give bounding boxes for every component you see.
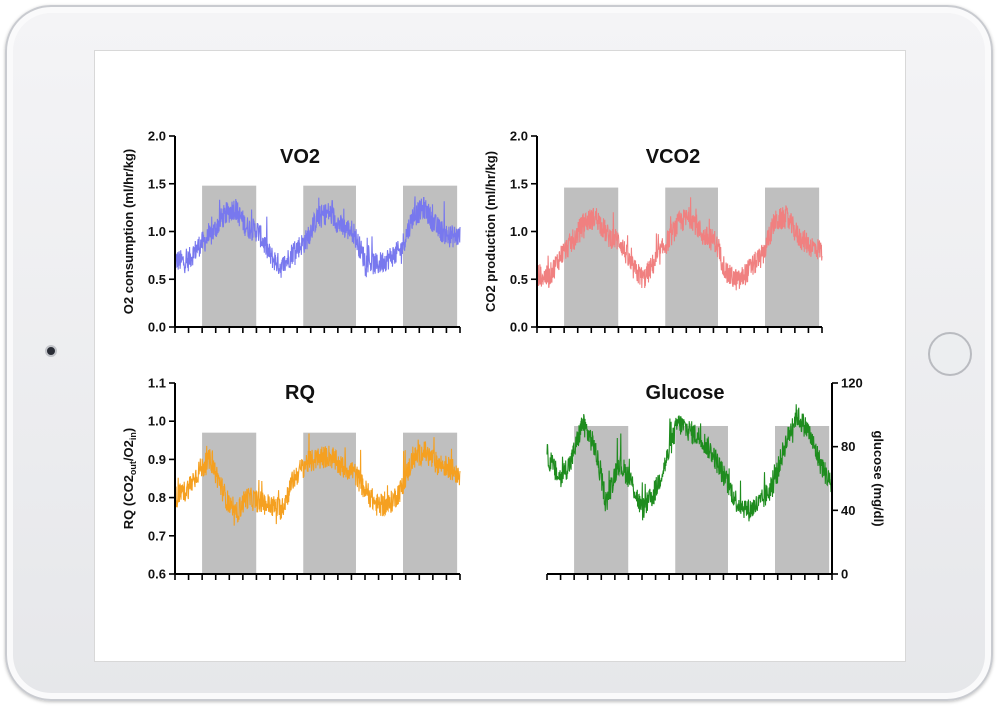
y-axis-label: CO2 production (ml/hr/kg) <box>483 151 498 312</box>
dark-period-shade <box>564 187 619 327</box>
y-tick-label: 0.8 <box>148 490 166 505</box>
y-tick-label: 0 <box>841 567 848 582</box>
chart-panel-2: 0.6 0.7 0.8 0.9 1.0 1.1 RQ RQ (CO2out/O2in) <box>121 376 461 582</box>
y-tick-label: 0.7 <box>148 528 166 543</box>
y-tick-label: 120 <box>841 376 863 391</box>
dark-period-shade <box>665 187 718 327</box>
dark-period-shade <box>303 185 356 327</box>
y-tick-label: 0.6 <box>148 567 166 582</box>
y-axis-label: O2 consumption (ml/hr/kg) <box>121 149 136 314</box>
y-tick-label: 1.5 <box>510 176 528 191</box>
y-tick-label: 0.5 <box>510 272 528 287</box>
camera-icon <box>45 345 57 357</box>
dark-period-shade <box>675 425 728 574</box>
y-tick-label: 2.0 <box>148 129 166 144</box>
y-tick-label: 1.0 <box>510 224 528 239</box>
y-tick-label: 0.5 <box>148 272 166 287</box>
series-line <box>174 433 461 526</box>
y-tick-label: 2.0 <box>510 129 528 144</box>
y-tick-label: 0.0 <box>148 320 166 335</box>
series-line <box>546 404 833 522</box>
dark-period-shade <box>574 425 629 574</box>
y-tick-label: 1.5 <box>148 176 166 191</box>
chart-title: VCO2 <box>646 146 700 168</box>
y-tick-label: 1.0 <box>148 224 166 239</box>
series-line <box>536 197 823 291</box>
dark-period-shade <box>202 185 257 327</box>
series-line <box>174 196 461 278</box>
chart-title: VO2 <box>280 146 320 168</box>
chart-title: RQ <box>285 382 315 404</box>
y-tick-label: 1.1 <box>148 376 166 391</box>
y-tick-label: 80 <box>841 439 855 454</box>
y-tick-label: 40 <box>841 503 855 518</box>
dark-period-shade <box>765 187 820 327</box>
home-button[interactable] <box>928 332 972 376</box>
chart-title: Glucose <box>646 382 725 404</box>
chart-panel-1: 0.0 0.5 1.0 1.5 2.0 VCO2 CO2 production (ml/hr… <box>483 129 823 335</box>
screen: 0.0 0.5 1.0 1.5 2.0 VO2 O2 consumption (ml/hr/… <box>94 50 906 662</box>
y-tick-label: 0.9 <box>148 452 166 467</box>
chart-panel-0: 0.0 0.5 1.0 1.5 2.0 VO2 O2 consumption (ml/hr/… <box>121 129 461 335</box>
chart-panel-3: 0 40 80 120 Glucose glucose (mg/dl) <box>546 376 886 582</box>
y-axis-label: RQ (CO2out/O2in) <box>121 428 138 529</box>
charts-canvas: 0.0 0.5 1.0 1.5 2.0 VO2 O2 consumption (ml/hr/… <box>121 129 886 582</box>
y-tick-label: 0.0 <box>510 320 528 335</box>
y-axis-label: glucose (mg/dl) <box>871 430 886 526</box>
y-tick-label: 1.0 <box>148 414 166 429</box>
